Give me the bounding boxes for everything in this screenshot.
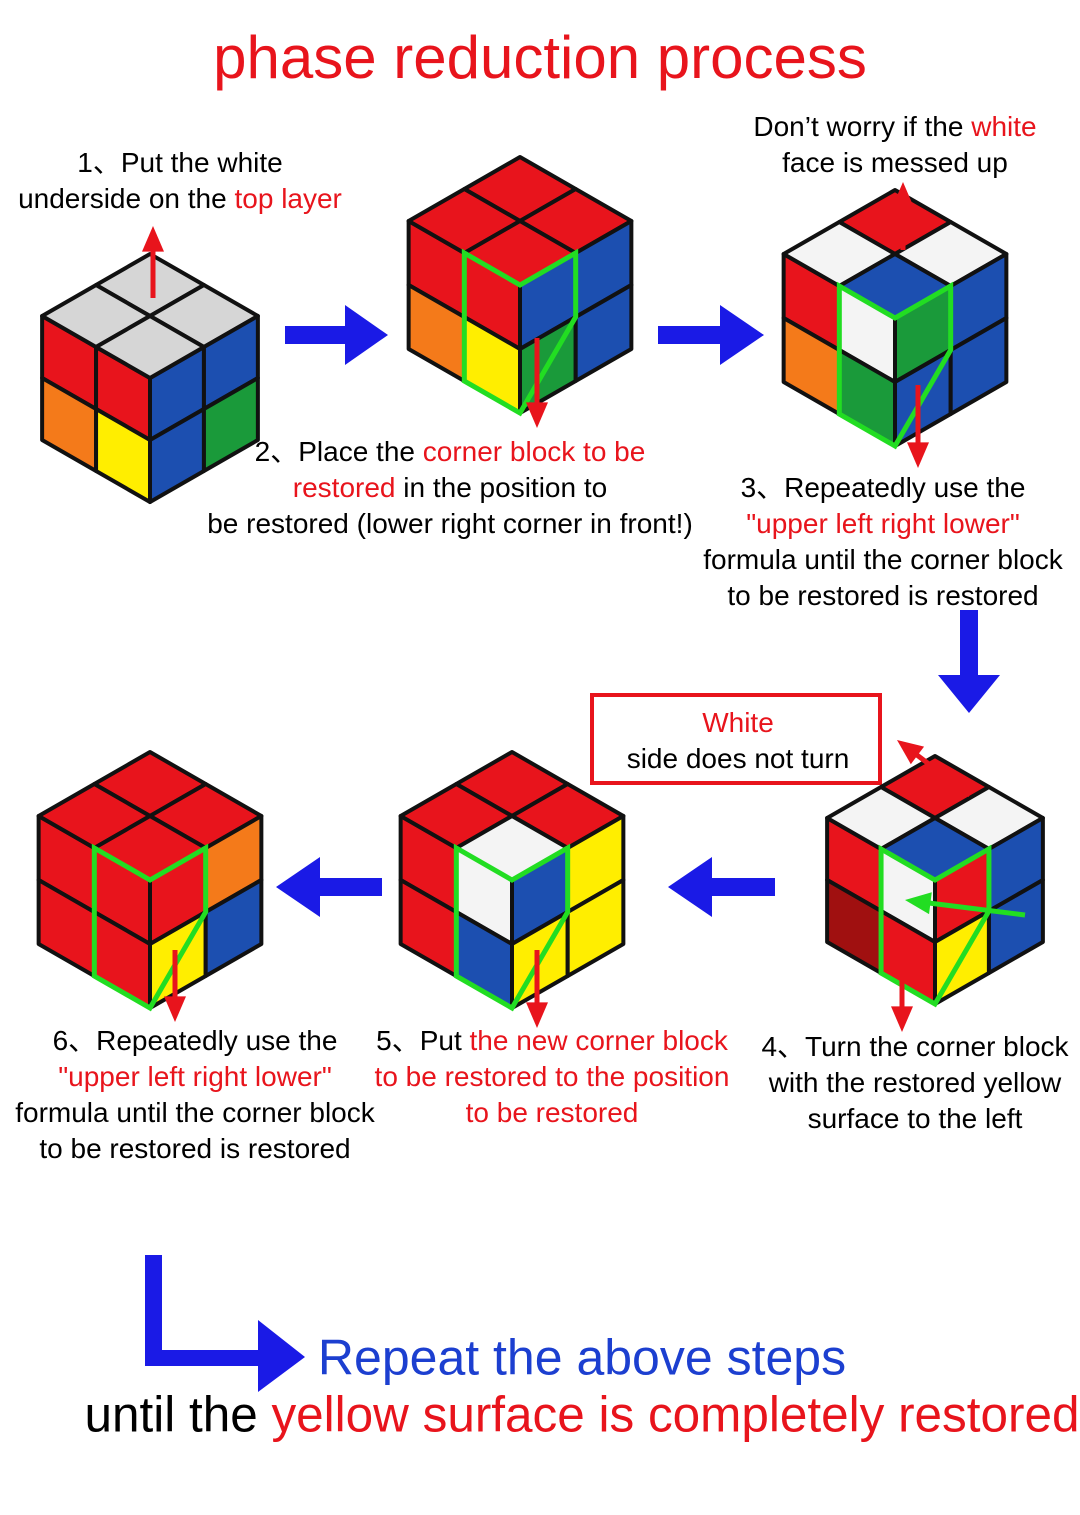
red-arrowhead xyxy=(526,402,548,428)
cube-cell xyxy=(986,878,1045,975)
red-arrowhead xyxy=(891,1006,913,1032)
note-segment: formula until the corner block xyxy=(15,1097,376,1128)
red-arrow xyxy=(908,747,972,797)
note-segment: Don’t worry if the xyxy=(753,111,971,142)
note-line: with the restored yellow xyxy=(768,1067,1062,1098)
note-line: to be restored is restored xyxy=(727,580,1038,611)
note-line: to be restored xyxy=(466,1097,639,1128)
note-segment: 2、Place the xyxy=(255,436,423,467)
note-segment: to be restored is restored xyxy=(727,580,1038,611)
note-line: 2、Place the corner block to be xyxy=(255,436,646,467)
note-line: "upper left right lower" xyxy=(58,1061,332,1092)
note-segment: to be restored is restored xyxy=(39,1133,350,1164)
note-segment: 1、Put the white xyxy=(77,147,282,178)
note-segment: until the xyxy=(85,1387,272,1443)
note-segment: be restored (lower right corner in front… xyxy=(207,508,693,539)
note-box xyxy=(590,693,882,785)
cube-cell xyxy=(203,878,264,978)
cube-cell xyxy=(948,316,1009,416)
note-line: formula until the corner block xyxy=(703,544,1064,575)
note-line: formula until the corner block xyxy=(15,1097,376,1128)
blue-arrow xyxy=(938,610,1000,713)
note-line: 5、Put the new corner block xyxy=(376,1025,729,1056)
red-arrowhead xyxy=(142,226,164,252)
red-arrowhead xyxy=(907,442,929,468)
note-segment: white xyxy=(970,111,1036,142)
note-segment: 5、Put xyxy=(376,1025,469,1056)
highlight xyxy=(878,844,992,1008)
note-segment: top layer xyxy=(234,183,341,214)
note-line: "upper left right lower" xyxy=(746,508,1020,539)
note-line: White xyxy=(702,707,774,738)
note-segment: "upper left right lower" xyxy=(58,1061,332,1092)
note-line: underside on the top layer xyxy=(18,183,342,214)
note-segment: face is messed up xyxy=(782,147,1008,178)
note-line: 4、Turn the corner block xyxy=(761,1031,1069,1062)
note-line: restored in the position to xyxy=(293,472,607,503)
note-line: 3、Repeatedly use the xyxy=(741,472,1026,503)
red-arrowhead xyxy=(905,892,932,915)
note-segment: 6、Repeatedly use the xyxy=(53,1025,338,1056)
blue-arrow xyxy=(285,305,388,365)
cube-cell xyxy=(201,376,260,473)
note-line: surface to the left xyxy=(808,1103,1023,1134)
note-segment: side does not turn xyxy=(627,743,850,774)
cube-cell xyxy=(573,283,634,383)
note-line: side does not turn xyxy=(627,743,850,774)
blue-arrow xyxy=(658,305,764,365)
highlight xyxy=(453,843,571,1012)
note-segment: 3、Repeatedly use the xyxy=(741,472,1026,503)
note-segment: to be restored to the position xyxy=(375,1061,730,1092)
note-segment: corner block to be xyxy=(423,436,646,467)
red-arrow xyxy=(920,899,1026,918)
note-segment: surface to the left xyxy=(808,1103,1023,1134)
note-line: to be restored to the position xyxy=(375,1061,730,1092)
note-segment: yellow surface is completely restored xyxy=(271,1387,1079,1443)
note-segment: underside on the xyxy=(18,183,234,214)
note-segment: "upper left right lower" xyxy=(746,508,1020,539)
blue-arrow xyxy=(276,857,382,917)
note-segment: 4、Turn the corner block xyxy=(761,1031,1069,1062)
red-arrowhead xyxy=(892,182,914,208)
note-line: to be restored is restored xyxy=(39,1133,350,1164)
title: phase reduction process xyxy=(213,24,867,91)
note-segment: with the restored yellow xyxy=(768,1067,1062,1098)
note-line: face is messed up xyxy=(782,147,1008,178)
highlight xyxy=(836,281,954,450)
note-line: 1、Put the white xyxy=(77,147,282,178)
red-arrowhead xyxy=(526,1002,548,1028)
blue-arrow xyxy=(668,857,775,917)
note-line: be restored (lower right corner in front… xyxy=(207,508,693,539)
highlight xyxy=(461,248,579,417)
red-arrowhead xyxy=(897,740,925,765)
cube-cell xyxy=(94,314,206,380)
note-segment: restored xyxy=(293,472,396,503)
cube-cell xyxy=(565,878,626,978)
note-line: Repeat the above steps xyxy=(318,1330,846,1386)
note-segment: White xyxy=(702,707,774,738)
note-segment: Repeat the above steps xyxy=(318,1330,846,1386)
note-line: Don’t worry if the white xyxy=(753,111,1036,142)
highlight xyxy=(91,843,209,1012)
red-arrows xyxy=(142,182,1026,1032)
cube-cell xyxy=(94,407,152,504)
cubes xyxy=(36,155,1045,1012)
note-segment: in the position to xyxy=(396,472,608,503)
note-line: 6、Repeatedly use the xyxy=(53,1025,338,1056)
red-arrowhead xyxy=(164,996,186,1022)
note-line: until the yellow surface is completely r… xyxy=(85,1387,1080,1443)
note-segment: to be restored xyxy=(466,1097,639,1128)
note-segment: the new corner block xyxy=(470,1025,729,1056)
note-segment: formula until the corner block xyxy=(703,544,1064,575)
blue-arrow xyxy=(145,1255,305,1392)
